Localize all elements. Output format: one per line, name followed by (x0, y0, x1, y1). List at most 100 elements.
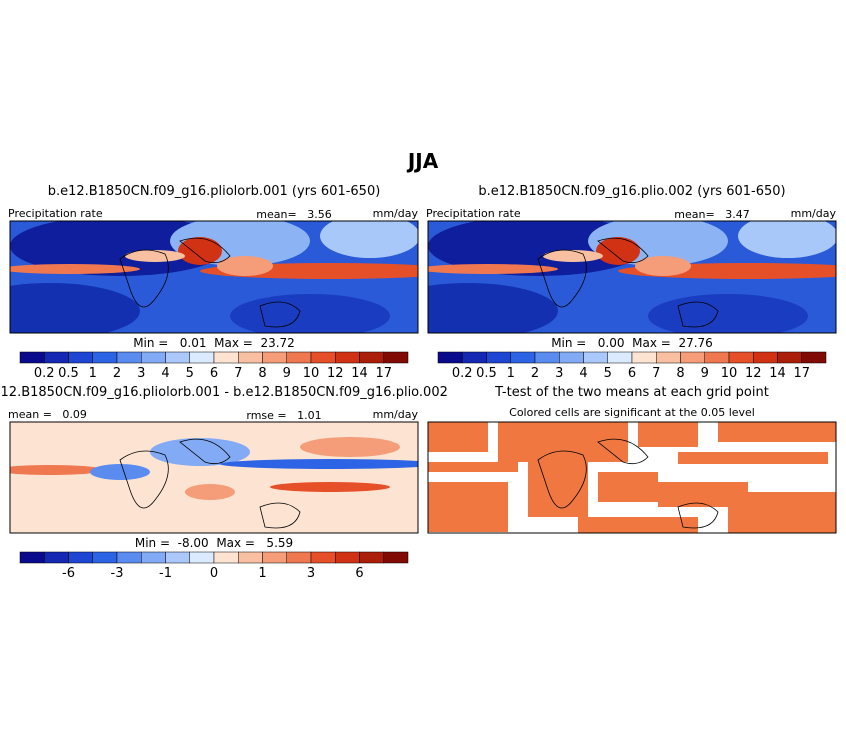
right-label: mm/day (791, 207, 837, 220)
right-label: mm/day (373, 408, 419, 421)
colorbar-box (116, 351, 142, 364)
colorbar-box (213, 551, 239, 564)
colorbar-box (286, 351, 312, 364)
center-label: mean= 3.56 (256, 208, 331, 221)
colorbar-box (486, 351, 511, 364)
colorbar-box (704, 351, 730, 364)
colorbar-box (92, 351, 118, 364)
colorbar-box (189, 551, 215, 564)
map-frame (427, 421, 837, 534)
colorbar-box (238, 551, 263, 564)
colorbar-box (534, 351, 560, 364)
colorbar-label: -1 (159, 566, 172, 581)
anomaly (10, 465, 105, 475)
colorbar-label: 8 (676, 366, 684, 381)
panel-title: b.e12.B1850CN.f09_g16.plio.002 (yrs 601-… (478, 184, 785, 199)
colorbar-label: 10 (303, 366, 320, 381)
colorbar-label: 4 (579, 366, 587, 381)
colorbar-label: 0.2 (34, 366, 55, 381)
colorbar-box (310, 351, 336, 364)
left-label: mean = 0.09 (8, 408, 87, 421)
colorbar-label: 9 (283, 366, 291, 381)
colorbar-box (335, 551, 360, 564)
significant-area (528, 462, 588, 517)
colorbar-box (238, 351, 263, 364)
min-max: Min = 0.01 Max = 23.72 (133, 336, 295, 350)
colorbar-label: 4 (161, 366, 169, 381)
center-label: mean= 3.47 (674, 208, 749, 221)
dry-region (648, 294, 808, 333)
anomaly (300, 437, 400, 457)
monsoon (178, 237, 222, 265)
colorbar-box (19, 351, 45, 364)
anomaly (90, 464, 150, 480)
significant-area (598, 472, 658, 502)
significant-area (428, 482, 508, 532)
panel-title: T-test of the two means at each grid poi… (494, 385, 769, 400)
map (10, 422, 418, 533)
significant-area (428, 422, 488, 452)
significant-area (578, 517, 698, 533)
monsoon (596, 237, 640, 265)
colorbar-box (383, 551, 409, 564)
figure-title: JJA (406, 149, 439, 173)
colorbar-box (728, 351, 754, 364)
colorbar-box (213, 351, 239, 364)
colorbar-label: 3 (137, 366, 145, 381)
left-label: Precipitation rate (8, 207, 103, 220)
anomaly (220, 459, 418, 469)
colorbar-box (19, 551, 45, 564)
colorbar-label: 6 (628, 366, 636, 381)
dry-region (10, 283, 140, 333)
significant-area (638, 422, 698, 447)
min-max: Min = 0.00 Max = 27.76 (551, 336, 713, 350)
panel-title: b.e12.B1850CN.f09_g16.pliolorb.001 - b.e… (0, 385, 448, 400)
colorbar-box (777, 351, 802, 364)
colorbar-box (44, 351, 69, 364)
colorbar-label: 14 (769, 366, 786, 381)
colorbar-label: 6 (355, 566, 363, 581)
colorbar-label: 3 (555, 366, 563, 381)
colorbar-box (631, 351, 657, 364)
colorbar-box (92, 551, 118, 564)
colorbar-box (437, 351, 463, 364)
colorbar-label: 3 (307, 566, 315, 581)
significant-area (678, 452, 828, 464)
colorbar-box (335, 351, 360, 364)
colorbar-box (165, 351, 190, 364)
colorbar-box (656, 351, 681, 364)
colorbar-box (559, 351, 584, 364)
map (428, 422, 836, 533)
colorbar-label: 17 (793, 366, 810, 381)
colorbar-box (462, 351, 487, 364)
colorbar-label: 14 (351, 366, 368, 381)
dry-region (230, 294, 390, 333)
colorbar-label: -3 (111, 566, 124, 581)
anomaly (185, 484, 235, 500)
anomaly (270, 482, 390, 492)
colorbar-box (286, 551, 312, 564)
colorbar-label: 10 (721, 366, 738, 381)
colorbar-label: 12 (745, 366, 762, 381)
colorbar-label: 1 (258, 566, 266, 581)
monsoon (217, 256, 273, 276)
panel-title: b.e12.B1850CN.f09_g16.pliolorb.001 (yrs … (48, 184, 381, 199)
africa (543, 250, 603, 262)
colorbar-label: 6 (210, 366, 218, 381)
colorbar-label: 0 (210, 566, 218, 581)
colorbar-box (359, 551, 384, 564)
colorbar-box (310, 551, 336, 564)
colorbar-box (116, 551, 142, 564)
colorbar-label: 1 (89, 366, 97, 381)
significant-area (728, 492, 836, 533)
colorbar-label: 17 (375, 366, 392, 381)
significant-area (428, 462, 518, 472)
dry-region (428, 283, 558, 333)
colorbar-label: 7 (234, 366, 242, 381)
colorbar-box (165, 551, 190, 564)
panel-subtitle: Colored cells are significant at the 0.0… (509, 406, 755, 419)
left-label: Precipitation rate (426, 207, 521, 220)
coastline (537, 438, 719, 529)
significant-area (498, 422, 628, 462)
